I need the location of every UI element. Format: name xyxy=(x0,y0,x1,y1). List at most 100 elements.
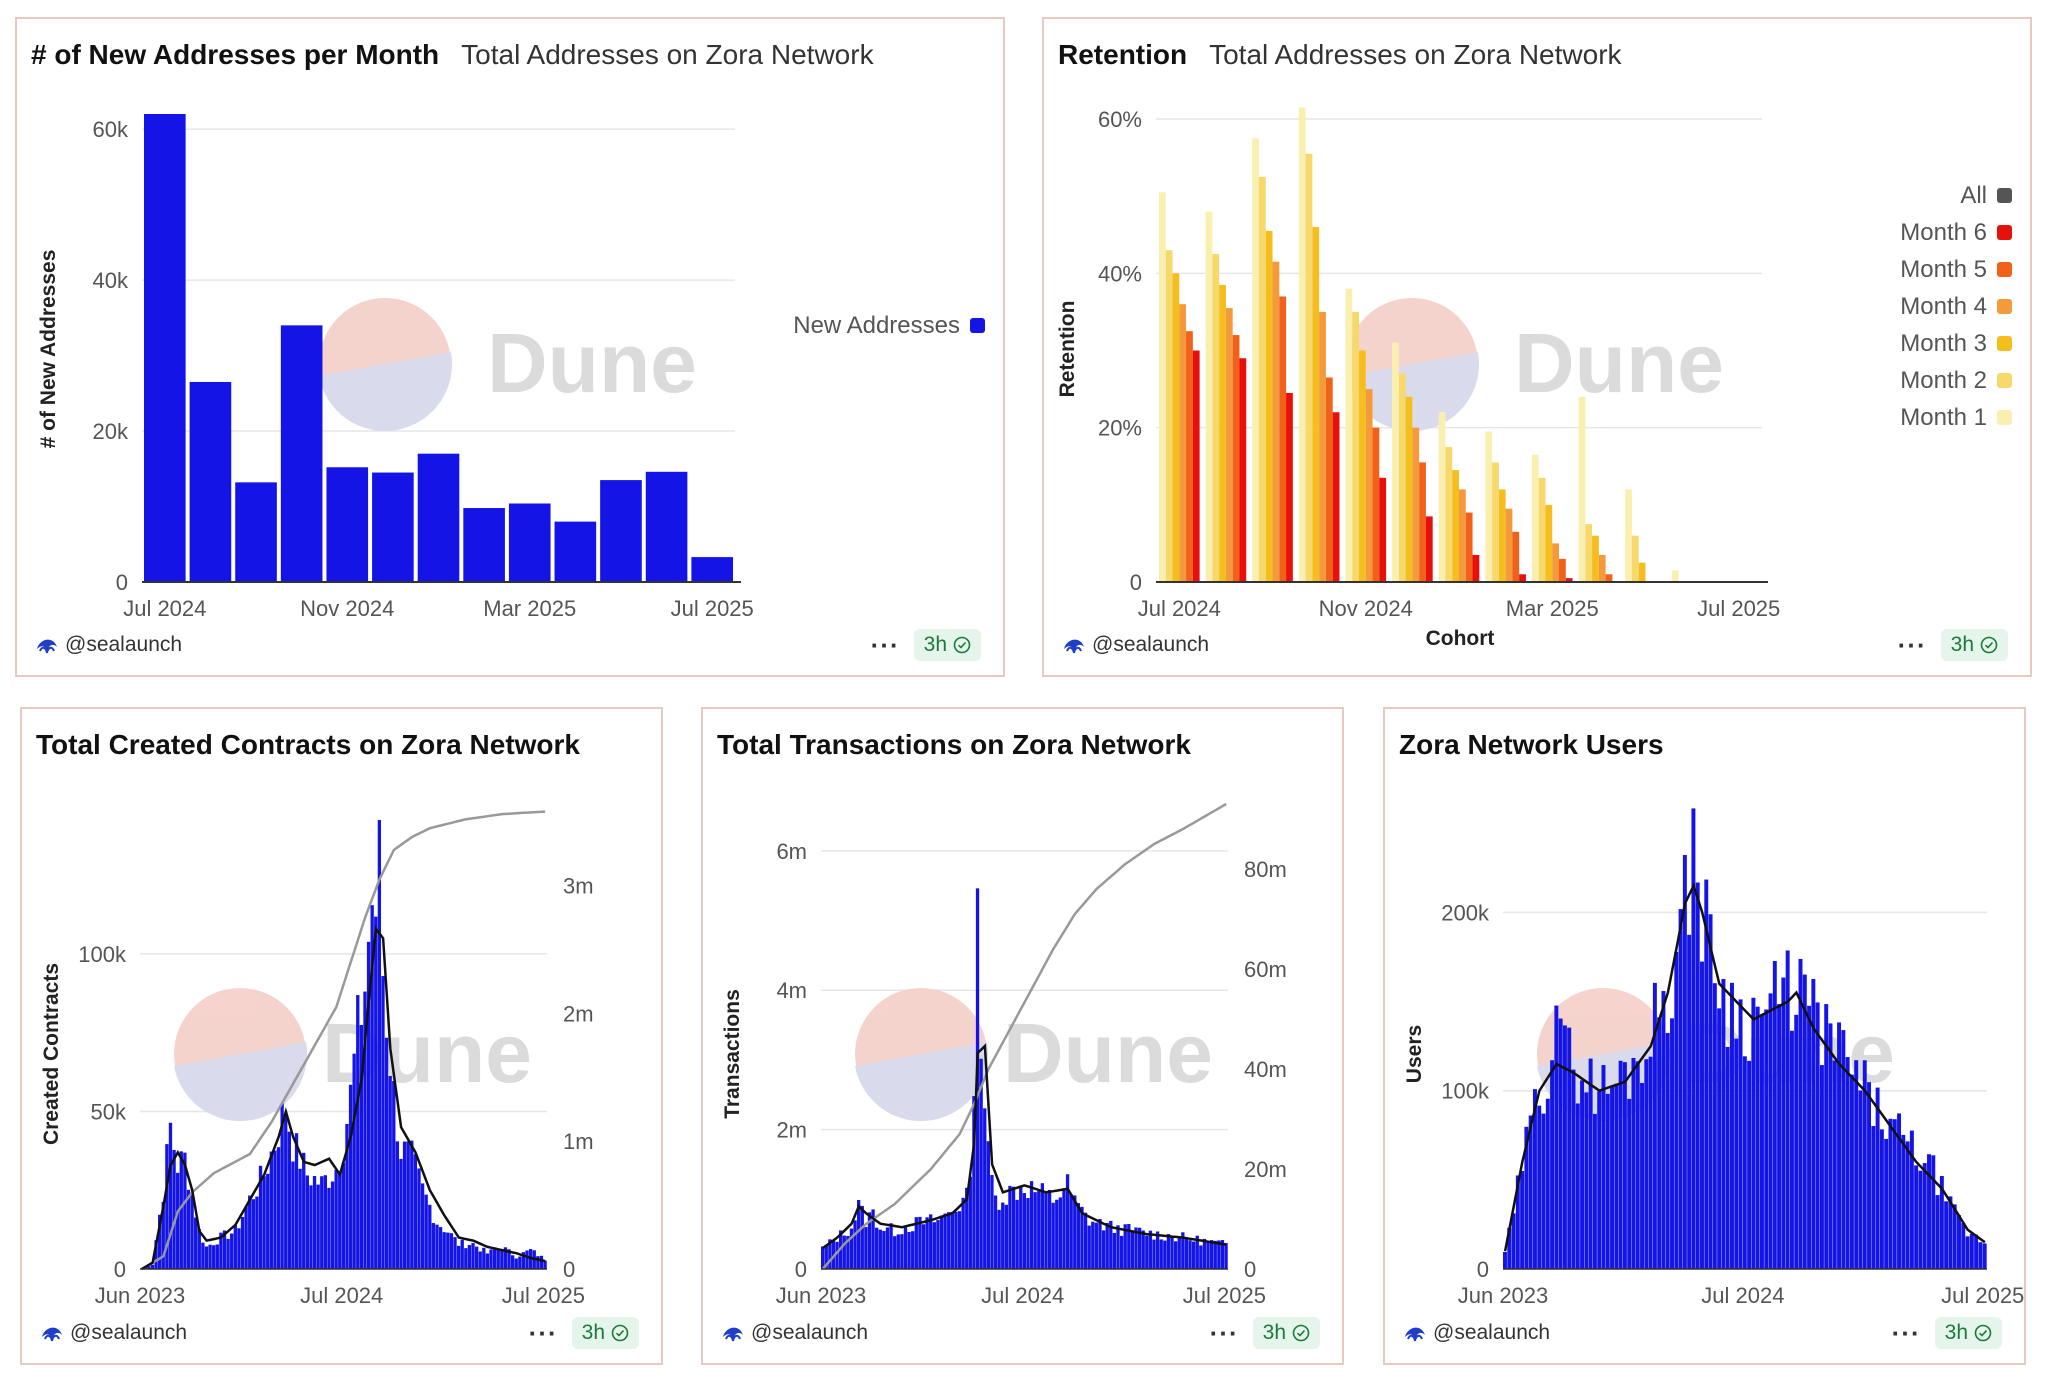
footer-user[interactable]: @sealaunch xyxy=(35,633,182,657)
legend-item[interactable]: Month 6 xyxy=(1900,214,2012,251)
bar xyxy=(1438,412,1446,582)
bar xyxy=(1130,1231,1135,1269)
bar xyxy=(1047,1189,1052,1269)
more-options-button[interactable]: ··· xyxy=(528,1318,558,1348)
bar xyxy=(1213,1240,1217,1269)
bar xyxy=(1029,1181,1034,1269)
bar xyxy=(1392,342,1399,582)
legend-item-new-addresses[interactable]: New Addresses xyxy=(793,307,985,344)
legend: New Addresses xyxy=(793,307,985,344)
x-tick-label: Nov 2024 xyxy=(1319,596,1413,621)
x-tick-label: Nov 2024 xyxy=(300,596,394,621)
y-tick-label: 2m xyxy=(776,1118,807,1143)
legend-label: Month 4 xyxy=(1900,292,1987,320)
bar xyxy=(929,1214,933,1269)
cumulative-line xyxy=(141,810,546,1271)
bar xyxy=(417,453,460,582)
bar xyxy=(1033,1192,1037,1269)
footer-user[interactable]: @sealaunch xyxy=(721,1321,868,1345)
bar xyxy=(284,1113,288,1269)
bar xyxy=(1559,558,1566,582)
footer-user[interactable]: @sealaunch xyxy=(1062,633,1209,657)
legend-item[interactable]: Month 4 xyxy=(1900,288,2012,325)
y-tick-label: 100k xyxy=(1441,1079,1490,1104)
bar xyxy=(961,1197,965,1269)
bar xyxy=(1541,1113,1546,1269)
bar xyxy=(1259,176,1266,582)
watermark-circle-lower xyxy=(1346,352,1480,432)
bar xyxy=(835,1241,839,1269)
footer-user-label: @sealaunch xyxy=(65,633,183,656)
bar xyxy=(1352,311,1359,582)
bar xyxy=(1802,974,1807,1269)
bar xyxy=(1661,991,1666,1269)
bar xyxy=(406,1141,410,1269)
bar xyxy=(1871,1126,1876,1269)
bar xyxy=(237,1228,241,1269)
legend-item[interactable]: Month 1 xyxy=(1900,399,2012,436)
bar xyxy=(871,1209,875,1269)
bar xyxy=(258,1165,263,1269)
legend-item[interactable]: Month 5 xyxy=(1900,251,2012,288)
bar xyxy=(857,1199,861,1269)
bar xyxy=(359,1024,364,1269)
bar xyxy=(1700,961,1704,1269)
bar xyxy=(1073,1195,1077,1269)
watermark-circle-lower xyxy=(174,1042,308,1122)
refresh-badge[interactable]: 3h xyxy=(1934,1317,2002,1349)
refresh-badge[interactable]: 3h xyxy=(571,1317,639,1349)
more-options-button[interactable]: ··· xyxy=(870,630,900,660)
bar xyxy=(446,1232,450,1269)
watermark-text: Dune xyxy=(487,316,697,410)
dune-watermark: Dune xyxy=(1346,298,1724,432)
bar xyxy=(464,1248,468,1269)
chart-title: Zora Network Users xyxy=(1399,729,1664,760)
bar xyxy=(1001,1202,1005,1269)
bar xyxy=(1372,427,1380,582)
bar xyxy=(521,1252,526,1269)
refresh-badge[interactable]: 3h xyxy=(913,629,981,661)
x-tick-label: Jul 2024 xyxy=(981,1283,1064,1308)
refresh-badge[interactable]: 3h xyxy=(1252,1317,1320,1349)
legend-item[interactable]: All xyxy=(1900,177,2012,214)
bar xyxy=(1051,1202,1055,1269)
bar xyxy=(1069,1194,1073,1269)
legend-item[interactable]: Month 3 xyxy=(1900,325,2012,362)
footer-user[interactable]: @sealaunch xyxy=(1403,1321,1550,1345)
bar xyxy=(503,1247,508,1269)
bar xyxy=(1170,1237,1174,1269)
y2-tick-label: 3m xyxy=(563,874,594,899)
bar xyxy=(1199,1245,1203,1269)
more-options-button[interactable]: ··· xyxy=(1897,630,1927,660)
moving-average-line xyxy=(1503,882,1986,1252)
bar xyxy=(212,1245,216,1269)
panel-title: Retention Total Addresses on Zora Network xyxy=(1058,39,1622,71)
bar xyxy=(821,1246,825,1269)
bar xyxy=(1918,1170,1923,1269)
bar xyxy=(147,1266,151,1269)
legend-label: Month 6 xyxy=(1900,218,1987,246)
bar xyxy=(1205,211,1213,582)
bar xyxy=(986,1141,990,1269)
bar xyxy=(1163,1240,1167,1269)
bar xyxy=(399,1158,403,1269)
watermark-text: Dune xyxy=(1514,316,1724,410)
legend-label: Month 5 xyxy=(1900,255,1987,283)
bar xyxy=(240,1216,245,1269)
panel-new-addresses: # of New Addresses per Month Total Addres… xyxy=(15,17,1005,677)
bar xyxy=(463,508,505,582)
more-options-button[interactable]: ··· xyxy=(1891,1318,1921,1348)
bar xyxy=(341,1162,346,1269)
footer-user-label: @sealaunch xyxy=(1092,633,1210,656)
legend-item[interactable]: Month 2 xyxy=(1900,362,2012,399)
bar xyxy=(983,1108,987,1269)
refresh-badge[interactable]: 3h xyxy=(1940,629,2008,661)
bar xyxy=(417,1168,421,1269)
more-options-button[interactable]: ··· xyxy=(1209,1318,1239,1348)
footer-actions: ··· 3h xyxy=(529,1317,639,1349)
footer-user[interactable]: @sealaunch xyxy=(40,1321,187,1345)
bar xyxy=(215,1244,219,1269)
bar xyxy=(1952,1204,1957,1269)
y-axis-label: Users xyxy=(1403,1025,1426,1083)
